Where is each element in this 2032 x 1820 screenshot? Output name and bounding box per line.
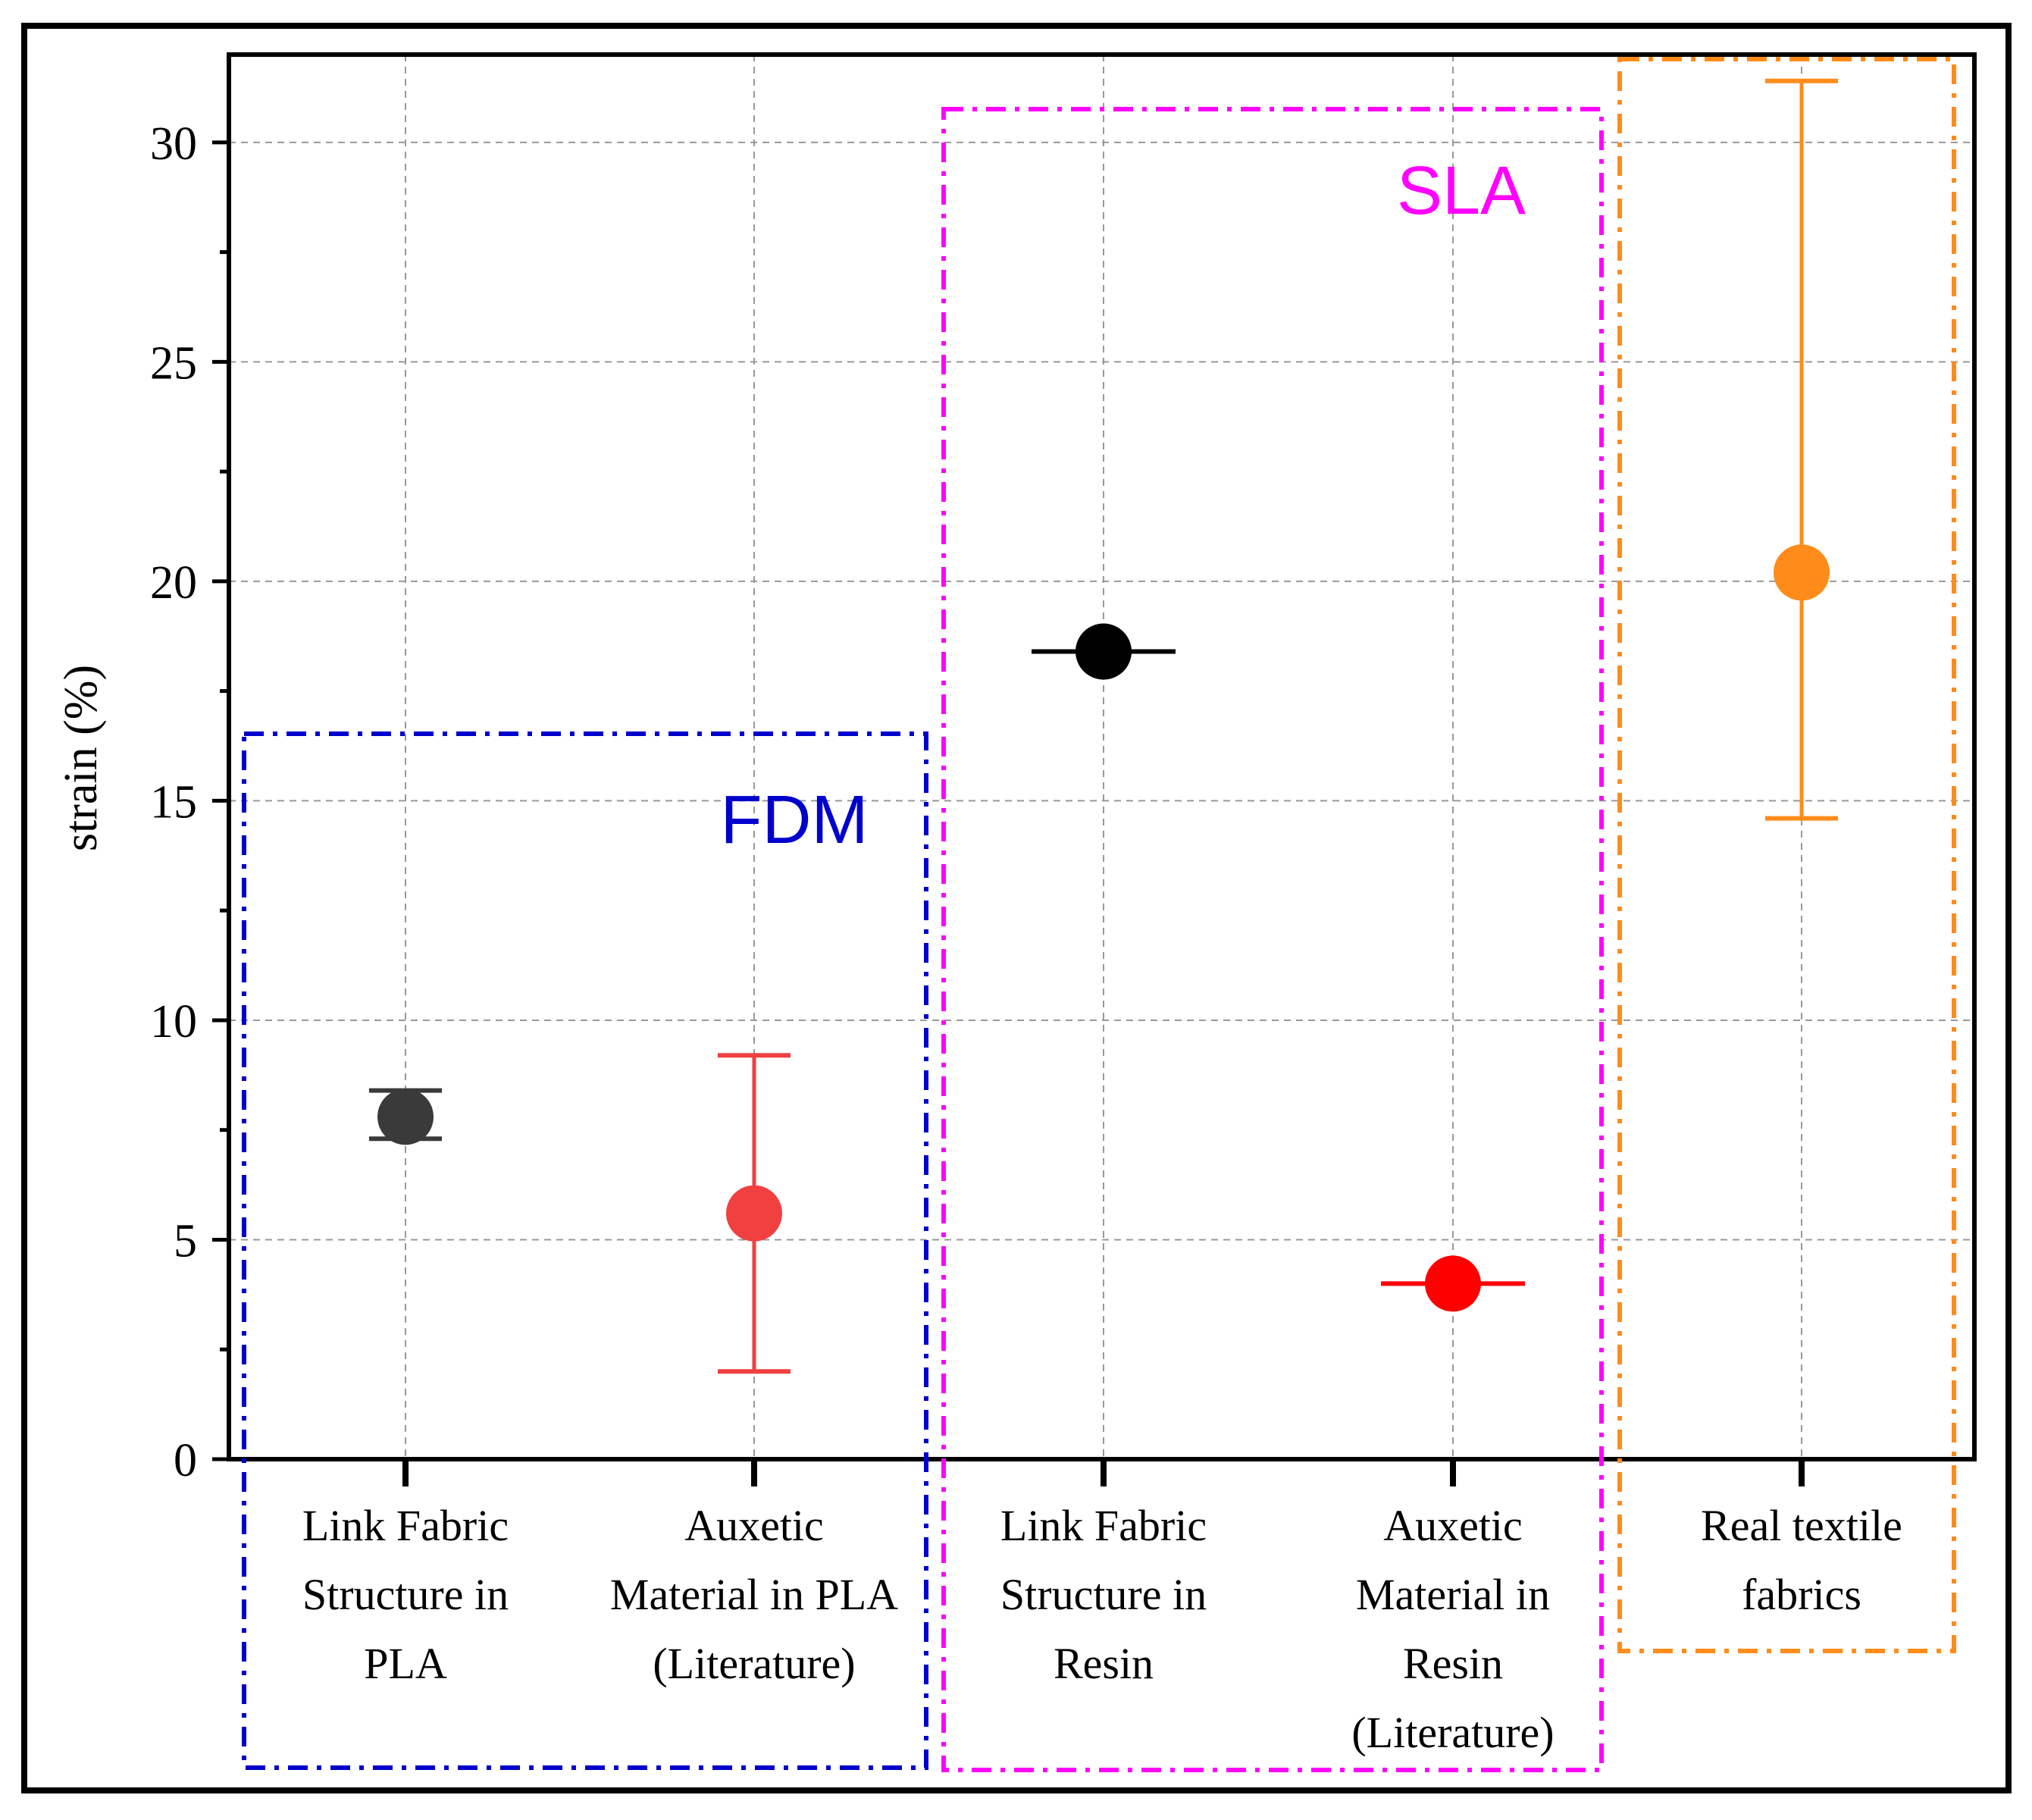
- y-tick-label: 15: [150, 776, 197, 828]
- x-tick-label-line: Link Fabric: [1000, 1501, 1207, 1550]
- y-tick-label: 5: [174, 1215, 197, 1267]
- x-tick-label-line: Structure in: [1000, 1570, 1207, 1619]
- x-tick-label-line: PLA: [364, 1639, 447, 1688]
- x-tick-label-line: Structure in: [302, 1570, 509, 1619]
- data-point: [726, 1185, 782, 1242]
- x-tick-label-line: Link Fabric: [302, 1501, 509, 1550]
- y-tick-label: 25: [150, 337, 197, 389]
- x-tick-label: Link Fabric Structure in Resin: [1000, 1501, 1207, 1688]
- group-box: [941, 107, 1604, 1772]
- x-tick-label-line: Auxetic: [1383, 1501, 1523, 1550]
- data-point: [1075, 623, 1132, 680]
- y-tick-label: 0: [174, 1435, 197, 1486]
- x-tick-label-line: (Literature): [653, 1639, 855, 1688]
- group-box: [1617, 57, 1956, 1653]
- x-tick-label: Real textile fabrics: [1701, 1501, 1902, 1619]
- data-point: [377, 1089, 434, 1145]
- figure-frame: [21, 23, 2012, 1793]
- x-tick-label: Link Fabric Structure in PLA: [302, 1501, 509, 1688]
- y-tick-label: 30: [150, 118, 197, 170]
- x-tick-label-line: Auxetic: [684, 1501, 824, 1550]
- data-point: [1774, 544, 1830, 601]
- group-label: SLA: [1397, 153, 1526, 229]
- y-axis-label: strain (%): [55, 665, 107, 851]
- x-tick-label: Auxetic Material in Resin (Literature): [1351, 1501, 1554, 1757]
- x-tick-label-line: fabrics: [1742, 1570, 1861, 1619]
- x-tick-label-line: Resin: [1403, 1639, 1503, 1688]
- y-tick-label: 10: [150, 996, 197, 1048]
- plot-border: [227, 52, 1977, 1461]
- x-tick-label-line: (Literature): [1351, 1708, 1554, 1757]
- data-point: [1425, 1255, 1481, 1312]
- group-label: FDM: [721, 782, 869, 858]
- group-box: [242, 731, 928, 1770]
- x-tick-label: Auxetic Material in PLA (Literature): [610, 1501, 898, 1688]
- x-tick-label-line: Material in PLA: [610, 1570, 898, 1619]
- x-tick-label-line: Material in: [1356, 1570, 1550, 1619]
- y-tick-label: 20: [150, 557, 197, 609]
- x-tick-label-line: Resin: [1054, 1639, 1154, 1688]
- x-tick-label-line: Real textile: [1701, 1501, 1902, 1550]
